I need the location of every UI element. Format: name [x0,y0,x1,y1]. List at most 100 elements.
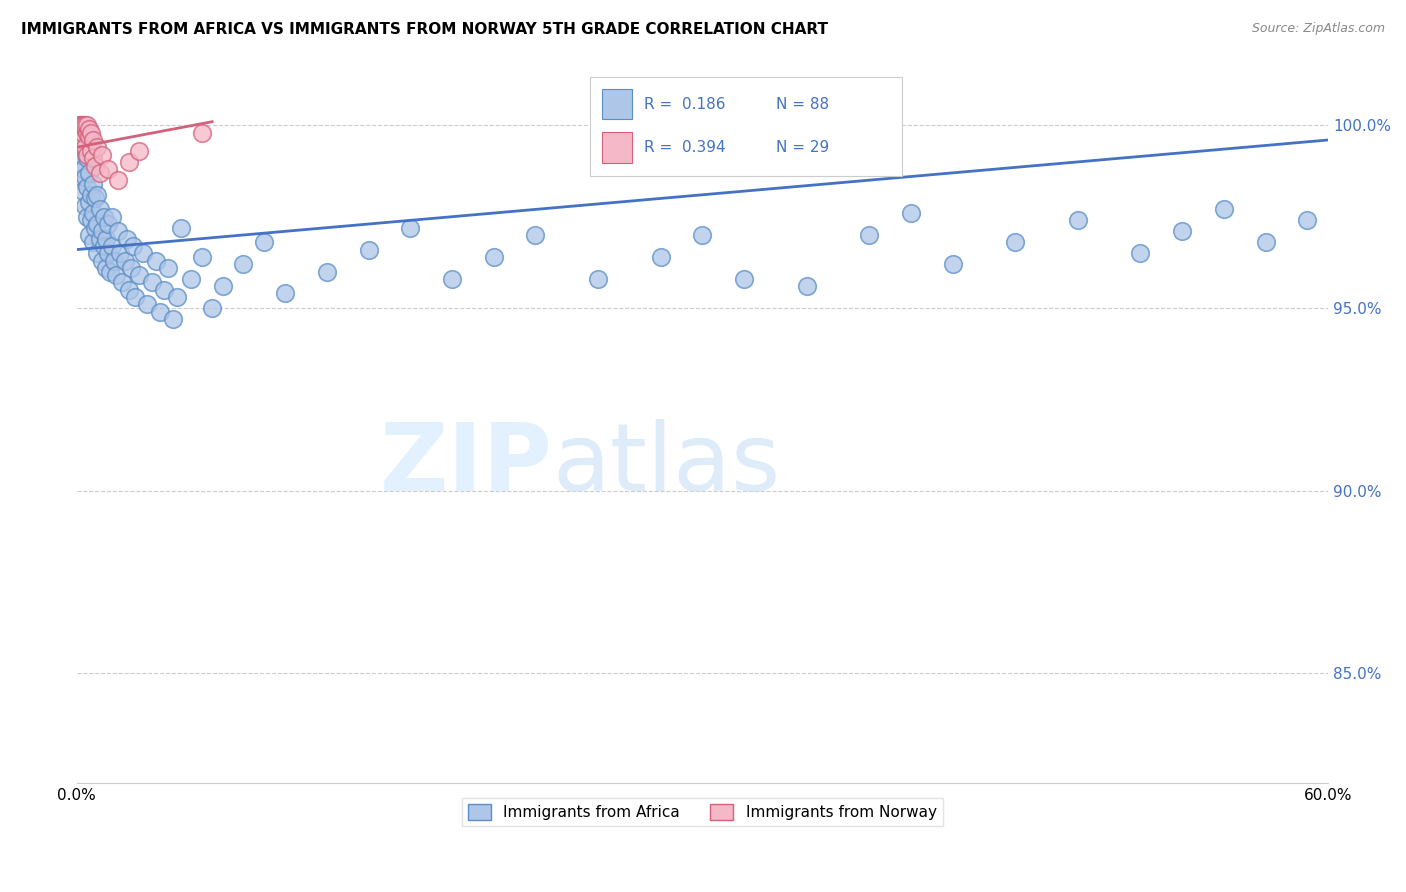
Point [733,272,755,286]
Point [101,239,124,253]
Text: ZIP: ZIP [380,418,553,511]
Point [153,283,176,297]
Point [586,272,609,286]
Point [89,202,111,217]
Point [69,119,91,133]
Point [90,253,112,268]
Point [73,169,96,184]
Point [69,119,91,133]
Point [101,210,124,224]
Point [357,243,380,257]
Point [274,286,297,301]
Point [1129,246,1152,260]
Point [72,119,94,133]
Point [69,173,91,187]
Point [858,227,880,242]
Point [136,297,159,311]
Point [77,227,100,242]
Point [76,119,98,133]
Point [115,232,138,246]
Point [111,276,134,290]
Point [72,126,94,140]
Point [84,191,107,205]
Point [114,253,136,268]
Point [77,195,100,210]
Point [80,126,103,140]
Point [441,272,464,286]
Point [110,246,132,260]
Text: Source: ZipAtlas.com: Source: ZipAtlas.com [1251,22,1385,36]
Point [796,279,818,293]
Point [73,144,96,158]
Point [94,260,117,275]
Point [180,272,202,286]
Point [77,129,100,144]
Point [67,119,90,133]
Point [149,304,172,318]
Point [190,250,212,264]
Point [77,122,100,136]
Point [84,220,107,235]
Point [69,147,91,161]
Point [82,151,104,165]
Point [122,239,145,253]
Point [82,206,104,220]
Legend: Immigrants from Africa, Immigrants from Norway: Immigrants from Africa, Immigrants from … [463,797,943,826]
Point [128,268,150,282]
Point [73,122,96,136]
Point [84,159,107,173]
Point [107,224,129,238]
Point [97,162,120,177]
Point [1254,235,1277,250]
Point [399,220,422,235]
Point [170,220,193,235]
Point [72,162,94,177]
Point [89,232,111,246]
Point [80,144,103,158]
Point [124,290,146,304]
Point [67,155,90,169]
Point [76,126,98,140]
Point [94,232,117,246]
Point [97,246,120,260]
Point [98,264,121,278]
Point [1212,202,1234,217]
Point [73,140,96,154]
Point [118,283,141,297]
Point [72,136,94,151]
Point [524,227,547,242]
Point [82,133,104,147]
Point [132,246,155,260]
Point [72,119,94,133]
Text: atlas: atlas [553,418,780,511]
Point [107,173,129,187]
Point [162,312,184,326]
Point [1171,224,1194,238]
Point [76,210,98,224]
Point [77,166,100,180]
Point [76,180,98,194]
Point [145,253,167,268]
Point [253,235,276,250]
Point [211,279,233,293]
Point [103,253,125,268]
Point [1296,213,1319,227]
Text: IMMIGRANTS FROM AFRICA VS IMMIGRANTS FROM NORWAY 5TH GRADE CORRELATION CHART: IMMIGRANTS FROM AFRICA VS IMMIGRANTS FRO… [21,22,828,37]
Point [90,147,112,161]
Point [86,187,108,202]
Point [86,140,108,154]
Point [166,290,188,304]
Point [97,217,120,231]
Point [80,187,103,202]
Point [118,155,141,169]
Point [232,257,254,271]
Point [90,224,112,238]
Point [105,268,128,282]
Point [82,177,104,191]
Point [93,239,115,253]
Point [201,301,224,315]
Point [190,126,212,140]
Point [86,217,108,231]
Point [67,126,90,140]
Point [900,206,922,220]
